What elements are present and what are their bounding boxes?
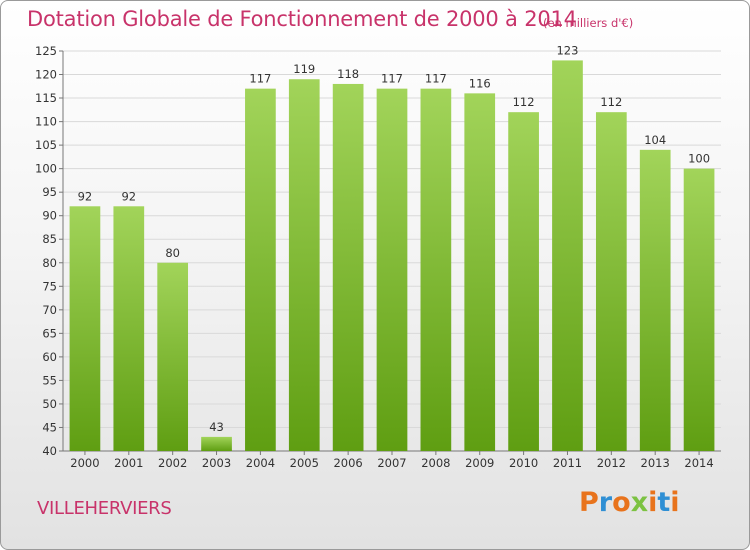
bar-2001: [113, 206, 145, 451]
x-tick-label: 2003: [202, 456, 231, 470]
bar-2011: [552, 60, 583, 451]
logo-letter: P: [579, 487, 599, 518]
logo-letter: t: [657, 487, 671, 518]
y-tick-label: 115: [35, 91, 57, 105]
x-tick-label: 2011: [553, 456, 582, 470]
x-tick-label: 2000: [70, 456, 99, 470]
y-tick-label: 40: [42, 444, 57, 458]
labels: 40 45 50 55 60 65 70 75 80 85 90 95 100 105 110 115 120 1…: [35, 43, 714, 470]
bar-value-label: 112: [513, 95, 535, 109]
y-tick-label: 80: [42, 256, 57, 270]
x-tick-label: 2013: [641, 456, 670, 470]
bar-value-label: 117: [425, 72, 447, 86]
proxiti-logo: Proxiti: [579, 487, 680, 518]
x-tick-label: 2001: [114, 456, 143, 470]
x-tick-label: 2004: [246, 456, 275, 470]
y-tick-label: 100: [35, 162, 57, 176]
bar-2000: [69, 206, 101, 451]
bar-value-label: 100: [688, 152, 710, 166]
bar-2006: [332, 83, 364, 452]
bar-value-label: 118: [337, 67, 359, 81]
bar-value-label: 123: [556, 43, 578, 57]
bar-value-label: 43: [209, 420, 224, 434]
y-tick-label: 50: [42, 397, 57, 411]
x-tick-label: 2007: [377, 456, 406, 470]
x-tick-label: 2014: [684, 456, 713, 470]
bar-value-label: 104: [644, 133, 666, 147]
bar-value-label: 117: [381, 72, 403, 86]
commune-name: VILLEHERVIERS: [37, 498, 172, 519]
y-tick-label: 90: [42, 209, 57, 223]
y-tick-label: 65: [42, 326, 57, 340]
y-tick-label: 60: [42, 350, 57, 364]
chart-unit: (en milliers d'€): [543, 16, 634, 30]
y-tick-label: 55: [42, 373, 57, 387]
x-tick-label: 2008: [421, 456, 450, 470]
y-tick-label: 75: [42, 279, 57, 293]
x-tick-label: 2006: [333, 456, 362, 470]
bar-2005: [288, 79, 320, 451]
bars: [69, 60, 715, 452]
y-tick-label: 125: [35, 44, 57, 58]
bar-value-label: 112: [600, 95, 622, 109]
bar-2003: [201, 436, 232, 451]
logo-letter: o: [612, 487, 631, 518]
bar-2002: [157, 262, 189, 451]
logo-letter: i: [648, 487, 658, 518]
y-tick-label: 45: [42, 420, 57, 434]
logo-letter: x: [630, 487, 649, 518]
y-tick-label: 70: [42, 303, 57, 317]
y-tick-label: 95: [42, 185, 57, 199]
y-tick-label: 85: [42, 232, 57, 246]
bar-value-label: 92: [78, 189, 93, 203]
bar-2008: [420, 88, 452, 451]
x-tick-label: 2002: [158, 456, 187, 470]
x-tick-label: 2010: [509, 456, 538, 470]
y-tick-label: 105: [35, 138, 57, 152]
bar-2007: [376, 88, 408, 451]
bar-2012: [595, 112, 627, 452]
x-tick-label: 2012: [597, 456, 626, 470]
bar-value-label: 116: [469, 76, 491, 90]
bar-value-label: 80: [165, 246, 180, 260]
bar-2004: [245, 88, 276, 451]
logo-letter: i: [670, 487, 680, 518]
bar-value-label: 119: [293, 62, 315, 76]
bar-2014: [683, 168, 715, 451]
chart-title: Dotation Globale de Fonctionnement de 20…: [27, 7, 577, 31]
bar-value-label: 92: [121, 189, 136, 203]
y-tick-label: 120: [35, 68, 57, 82]
x-tick-label: 2005: [290, 456, 319, 470]
bar-2010: [508, 112, 539, 452]
y-tick-label: 110: [35, 115, 57, 129]
x-tick-label: 2009: [465, 456, 494, 470]
bar-2009: [464, 93, 496, 452]
bar-value-label: 117: [249, 72, 271, 86]
logo-letter: r: [598, 487, 613, 518]
bar-2013: [639, 149, 671, 451]
